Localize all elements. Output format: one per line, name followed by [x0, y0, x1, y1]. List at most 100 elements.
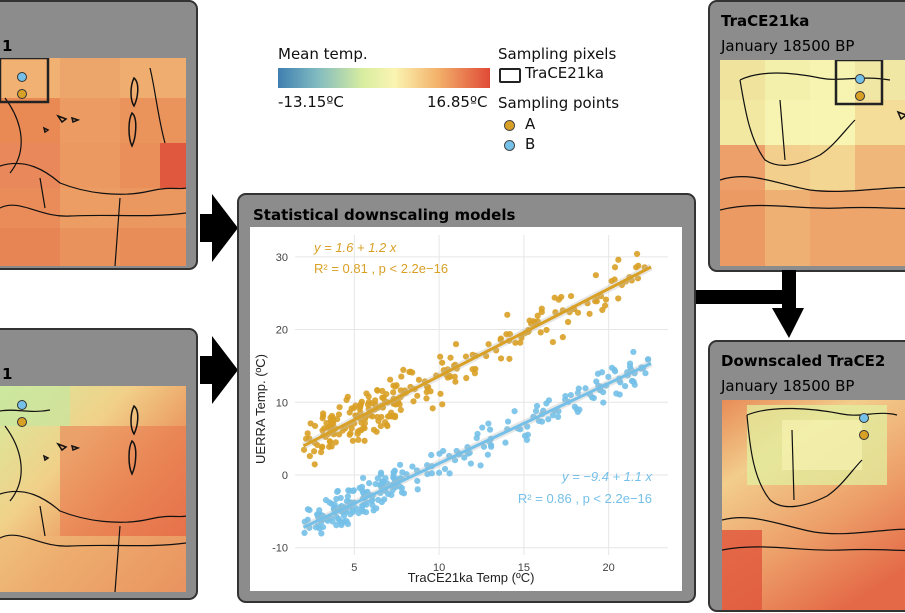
scatter-point-a — [506, 355, 513, 362]
scatter-point-b — [612, 368, 619, 375]
x-tick-label: 20 — [603, 562, 615, 574]
scatter-point-b — [301, 529, 308, 537]
point-b-marker — [504, 140, 515, 151]
scatter-point-a — [452, 341, 460, 348]
scatter-point-a — [369, 400, 376, 407]
scatter-point-b — [582, 385, 589, 392]
scatter-point-a — [343, 396, 350, 404]
scatter-point-a — [318, 444, 325, 451]
scatter-point-b — [480, 443, 488, 450]
scatter-point-a — [374, 413, 381, 421]
y-tick-label: 10 — [276, 397, 288, 409]
scatter-point-a — [361, 437, 368, 444]
scatter-point-b — [594, 370, 602, 377]
scatter-point-b — [388, 491, 395, 499]
scatter-point-b — [396, 461, 404, 468]
scatter-point-a — [483, 352, 490, 360]
series-a-equation: y = 1.6 + 1.2 x — [313, 240, 397, 255]
scatter-point-b — [349, 487, 357, 495]
scatter-point-a — [534, 312, 541, 319]
scatter-point-a — [497, 336, 504, 343]
scatter-point-a — [318, 449, 325, 456]
point-b-label: B — [525, 135, 536, 153]
temperature-colorbar — [278, 68, 490, 88]
scatter-point-b — [486, 426, 494, 433]
scatter-point-a — [634, 275, 642, 282]
x-tick-label: 5 — [351, 562, 357, 574]
uerra-bottom-left-panel: 1 — [0, 328, 198, 600]
scatter-point-a — [388, 409, 395, 416]
scatter-point-b — [446, 470, 453, 477]
scatter-point-a — [320, 410, 327, 417]
scatter-point-a — [395, 398, 402, 406]
scatter-point-b — [488, 443, 495, 450]
scatter-point-a — [423, 388, 430, 396]
colorbar-title: Mean temp. — [278, 45, 368, 63]
scatter-point-a — [503, 331, 510, 338]
scatter-point-a — [552, 309, 559, 316]
scatter-point-b — [521, 432, 529, 439]
scatter-point-b — [318, 530, 325, 537]
scatter-point-b — [511, 408, 518, 415]
scatter-point-a — [347, 430, 354, 437]
scatter-point-b — [334, 488, 341, 495]
scatter-point-a — [602, 296, 610, 303]
scatter-point-b — [333, 495, 340, 503]
scatter-point-a — [592, 272, 599, 279]
scatter-point-b — [359, 474, 367, 482]
scatter-point-b — [441, 465, 449, 473]
scatter-point-b — [338, 519, 345, 526]
downscaled-panel: Downscaled TraCE2 January 18500 BP — [708, 340, 905, 612]
scatter-point-a — [439, 401, 446, 408]
scatter-point-b — [461, 454, 468, 461]
scatter-point-a — [310, 448, 318, 455]
scatter-point-a — [446, 372, 453, 379]
scatter-point-a — [437, 390, 444, 397]
scatter-point-a — [423, 395, 430, 402]
y-tick-label: 20 — [276, 325, 288, 337]
scatter-point-a — [452, 378, 459, 385]
scatter-point-a — [361, 425, 368, 432]
scatter-point-a — [439, 359, 446, 366]
scatter-point-a — [387, 376, 394, 383]
regression-line-b — [302, 362, 652, 529]
scatter-point-a — [336, 431, 343, 438]
temperature-map — [720, 60, 905, 266]
scatter-point-b — [543, 400, 550, 407]
scatter-point-a — [358, 419, 365, 426]
scatter-point-a — [311, 422, 319, 430]
scatter-point-a — [311, 461, 318, 468]
scatter-point-a — [549, 338, 556, 346]
statistical-models-panel: Statistical downscaling models 5 10 15 20 -1… — [237, 193, 696, 603]
scatter-point-b — [316, 525, 323, 532]
scatter-point-a — [326, 438, 333, 445]
scatter-point-b — [326, 499, 333, 506]
sampling-pixel-swatch — [499, 68, 521, 83]
chart-area: 5 10 15 20 -10 0 10 20 30 UERRA Temp. (ºC) TraCE… — [250, 227, 682, 591]
scatter-point-a — [447, 354, 454, 361]
scatter-point-b — [391, 468, 398, 475]
panel-title: 1 — [2, 37, 13, 55]
scatter-point-a — [543, 326, 550, 334]
scatter-point-a — [633, 250, 641, 258]
scatter-point-b — [340, 512, 348, 519]
scatter-point-b — [524, 423, 531, 430]
scatter-point-b — [372, 480, 379, 488]
scatter-point-b — [358, 483, 366, 490]
scatter-point-b — [399, 469, 406, 476]
scatter-point-b — [532, 407, 540, 415]
scatter-point-b — [535, 417, 542, 425]
scatter-point-a — [397, 406, 404, 414]
scatter-point-b — [380, 478, 387, 485]
scatter-point-a — [463, 374, 470, 382]
scatter-point-b — [343, 498, 350, 505]
series-a-r2: R² = 0.81 , p < 2.2e−16 — [314, 261, 448, 276]
scatter-point-a — [330, 417, 337, 424]
scatter-point-b — [306, 506, 313, 514]
scatter-point-b — [567, 391, 574, 399]
scatter-point-b — [435, 469, 443, 476]
scatter-point-b — [630, 348, 637, 356]
y-tick-label: 0 — [282, 470, 288, 482]
scatter-point-a — [346, 409, 353, 416]
scatter-point-b — [613, 390, 620, 397]
